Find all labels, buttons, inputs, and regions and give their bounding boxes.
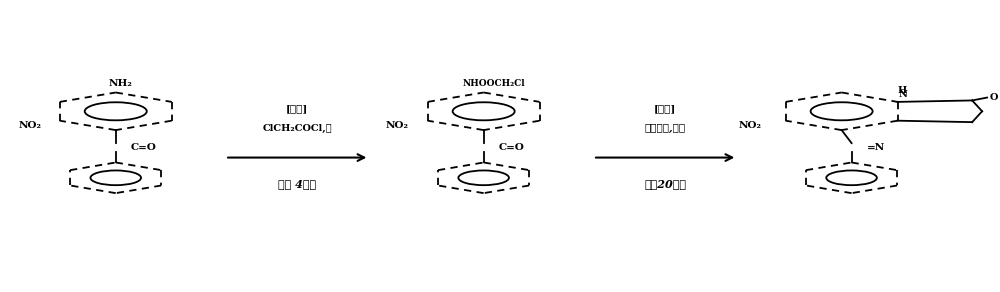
Text: 回流20小时: 回流20小时 bbox=[644, 178, 686, 189]
Text: 回流 4小时: 回流 4小时 bbox=[278, 178, 316, 189]
Text: [酥化]: [酥化] bbox=[286, 104, 308, 113]
Text: N: N bbox=[898, 90, 907, 99]
Text: ClCH₂COCl,苯: ClCH₂COCl,苯 bbox=[262, 124, 332, 133]
Text: H: H bbox=[898, 86, 907, 95]
Text: NO₂: NO₂ bbox=[739, 121, 762, 130]
Text: NH₂: NH₂ bbox=[109, 79, 133, 88]
Text: [环合]: [环合] bbox=[654, 104, 676, 113]
Text: O: O bbox=[990, 93, 998, 102]
Text: NO₂: NO₂ bbox=[386, 121, 409, 130]
Text: NO₂: NO₂ bbox=[18, 121, 41, 130]
Text: C=O: C=O bbox=[499, 143, 524, 152]
Text: 乌洛托品,乙醇: 乌洛托品,乙醇 bbox=[645, 124, 686, 133]
Text: =N: =N bbox=[866, 143, 885, 152]
Text: C=O: C=O bbox=[131, 143, 157, 152]
Text: NHOOCH₂Cl: NHOOCH₂Cl bbox=[462, 79, 525, 88]
